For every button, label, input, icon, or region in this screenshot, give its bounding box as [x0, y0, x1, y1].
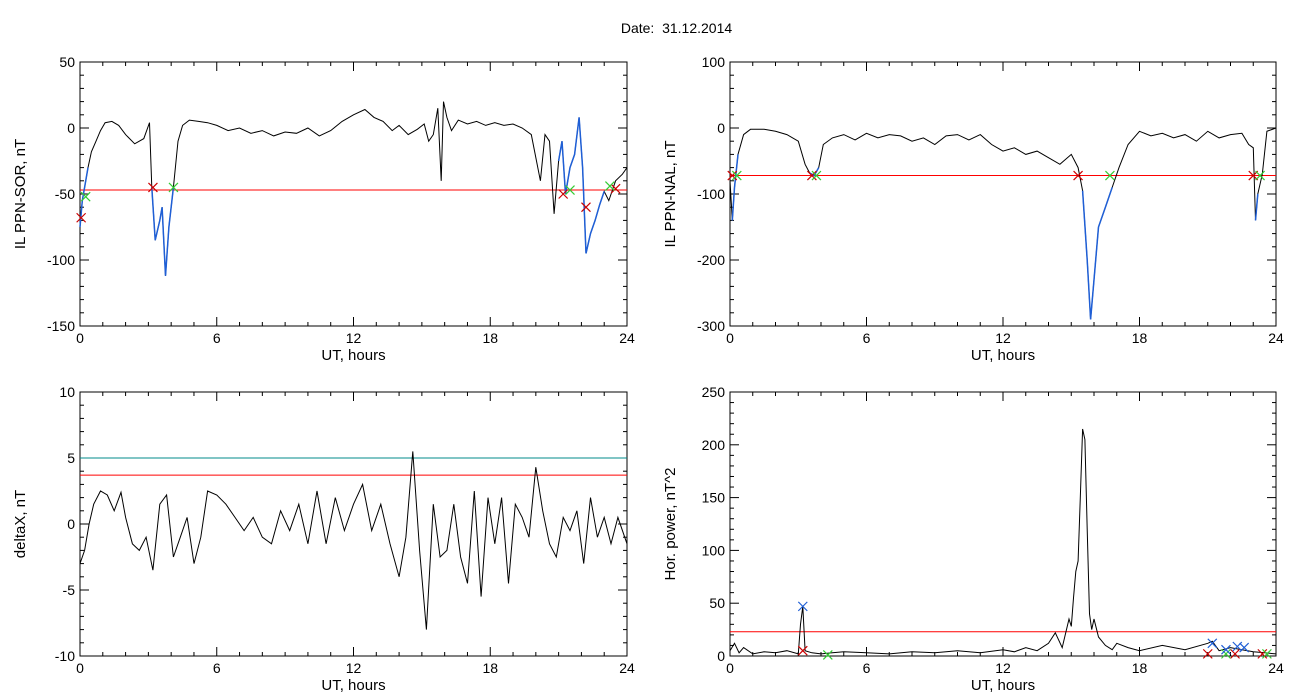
x-axis-label: UT, hours: [321, 347, 385, 364]
series-line: [79, 101, 628, 276]
y-tick-label: 200: [702, 437, 726, 453]
y-tick-label: 5: [67, 450, 75, 466]
highlight-segment: [1254, 193, 1259, 221]
marker-red: [1073, 170, 1083, 181]
marker-green: [811, 170, 822, 181]
highlight-segment: [557, 117, 605, 254]
x-tick-label: 12: [995, 660, 1011, 676]
series-line: [79, 451, 628, 630]
marker-blue: [1221, 644, 1231, 655]
plot-frame: [79, 61, 628, 327]
chart-il-ppn-sor: 0 6 12 18 24 -150 -100 -50 0 50 UT, hours IL PPN-SO…: [12, 54, 635, 364]
marker-green: [604, 181, 615, 192]
x-tick-label: 18: [1132, 660, 1148, 676]
x-tick-label: 18: [482, 330, 498, 346]
x-tick-label: 12: [346, 330, 362, 346]
marker-green: [1221, 648, 1231, 659]
y-tick-label: 250: [702, 384, 726, 400]
marker-green: [565, 185, 575, 195]
y-axis-label: Hor. power, nT^2: [662, 468, 679, 581]
marker-red: [558, 189, 569, 199]
highlight-segment: [151, 187, 175, 276]
y-axis-label: deltaX, nT: [12, 490, 29, 558]
chart-hor-power: 0 6 12 18 24 0 50 100 150 200 250 UT, hours Hor. pow…: [662, 384, 1284, 694]
y-tick-label: 150: [702, 490, 726, 506]
page-title: Date: 31.12.2014: [620, 20, 733, 36]
marker-green: [822, 650, 833, 660]
y-tick-label: 100: [702, 54, 726, 70]
series-line: [729, 428, 1277, 655]
marker-red: [76, 212, 87, 223]
x-tick-label: 24: [619, 660, 635, 676]
y-tick-label: 0: [717, 120, 725, 136]
x-tick-label: 12: [995, 330, 1011, 346]
x-tick-label: 18: [482, 660, 498, 676]
y-axis-label: IL PPN-NAL, nT: [662, 141, 679, 248]
y-tick-label: -200: [697, 252, 725, 268]
plot-frame: [729, 391, 1277, 657]
chart-deltax: 0 6 12 18 24 -10 -5 0 5 10 UT, hours deltaX, nT: [12, 384, 635, 694]
marker-green: [1105, 170, 1115, 181]
highlight-segment: [809, 167, 820, 177]
marker-blue: [1207, 638, 1218, 649]
x-tick-label: 0: [726, 330, 734, 346]
x-tick-label: 0: [76, 330, 84, 346]
marker-green: [168, 182, 179, 193]
y-tick-label: 50: [59, 54, 75, 70]
marker-blue: [797, 601, 808, 612]
x-axis-label: UT, hours: [321, 677, 385, 694]
y-tick-label: -50: [55, 186, 75, 202]
x-axis-label: UT, hours: [971, 347, 1035, 364]
y-tick-label: -5: [63, 582, 76, 598]
y-tick-label: 10: [59, 384, 75, 400]
y-tick-label: 100: [702, 542, 726, 558]
x-tick-label: 6: [863, 330, 871, 346]
y-tick-label: 0: [717, 648, 725, 664]
y-tick-label: 0: [67, 120, 75, 136]
marker-red: [148, 182, 158, 193]
marker-red: [1230, 648, 1240, 659]
highlight-segment: [1081, 187, 1113, 320]
marker-blue: [1239, 642, 1250, 653]
x-tick-label: 6: [863, 660, 871, 676]
marker-red: [1202, 648, 1213, 659]
marker-red: [581, 202, 591, 213]
series-line: [729, 127, 1277, 320]
y-tick-label: -10: [55, 648, 75, 664]
marker-green: [1261, 648, 1272, 659]
x-tick-label: 6: [213, 330, 221, 346]
x-tick-label: 12: [346, 660, 362, 676]
y-axis-label: IL PPN-SOR, nT: [12, 139, 29, 249]
y-tick-label: -100: [47, 252, 75, 268]
y-tick-label: 0: [67, 516, 75, 532]
highlight-segment: [731, 154, 739, 221]
x-tick-label: 24: [1268, 330, 1284, 346]
y-tick-label: -100: [697, 186, 725, 202]
marker-red: [806, 170, 817, 181]
y-tick-label: -150: [47, 318, 75, 334]
x-tick-label: 6: [213, 660, 221, 676]
marker-red: [1257, 648, 1268, 659]
marker-red: [727, 170, 738, 181]
x-tick-label: 24: [1268, 660, 1284, 676]
x-tick-label: 18: [1132, 330, 1148, 346]
marker-red: [610, 183, 621, 194]
y-tick-label: 50: [709, 595, 725, 611]
x-tick-label: 0: [726, 660, 734, 676]
marker-green: [731, 170, 742, 181]
marker-green: [1255, 170, 1265, 181]
marker-green: [80, 191, 91, 202]
x-tick-label: 24: [619, 330, 635, 346]
marker-red: [797, 645, 808, 656]
x-tick-label: 0: [76, 660, 84, 676]
chart-il-ppn-nal: 0 6 12 18 24 -300 -200 -100 0 100 UT, hours IL PPN-…: [662, 54, 1284, 364]
plot-frame: [729, 61, 1277, 327]
y-tick-label: -300: [697, 318, 725, 334]
x-axis-label: UT, hours: [971, 677, 1035, 694]
